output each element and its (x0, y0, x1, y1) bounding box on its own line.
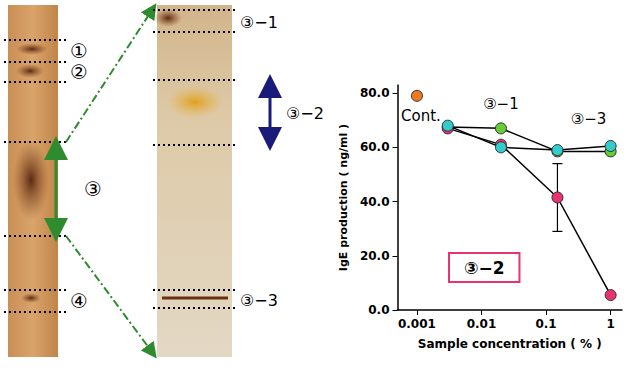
svg-text:1: 1 (606, 317, 614, 331)
svg-text:60.0: 60.0 (360, 140, 390, 154)
svg-text:Sample concentration ( % ): Sample concentration ( % ) (418, 337, 602, 351)
svg-text:①: ① (70, 39, 88, 63)
svg-text:Cont.: Cont. (401, 107, 441, 125)
svg-text:③: ③ (84, 177, 102, 201)
svg-text:0.01: 0.01 (467, 317, 497, 331)
svg-text:0.1: 0.1 (535, 317, 556, 331)
svg-text:③−1: ③−1 (240, 13, 278, 32)
svg-text:0.001: 0.001 (398, 317, 436, 331)
svg-text:③−2: ③−2 (286, 104, 324, 123)
svg-text:40.0: 40.0 (360, 195, 390, 209)
svg-text:③−2: ③−2 (464, 258, 504, 278)
svg-text:④: ④ (70, 289, 88, 313)
svg-text:IgE production ( ng/ml ): IgE production ( ng/ml ) (337, 124, 350, 271)
svg-text:②: ② (70, 60, 88, 84)
svg-text:③−3: ③−3 (240, 291, 278, 310)
svg-text:③−1: ③−1 (483, 95, 519, 113)
svg-text:20.0: 20.0 (360, 249, 390, 263)
svg-text:③−3: ③−3 (571, 110, 607, 128)
svg-text:80.0: 80.0 (360, 86, 390, 100)
svg-text:0.0: 0.0 (368, 303, 389, 317)
